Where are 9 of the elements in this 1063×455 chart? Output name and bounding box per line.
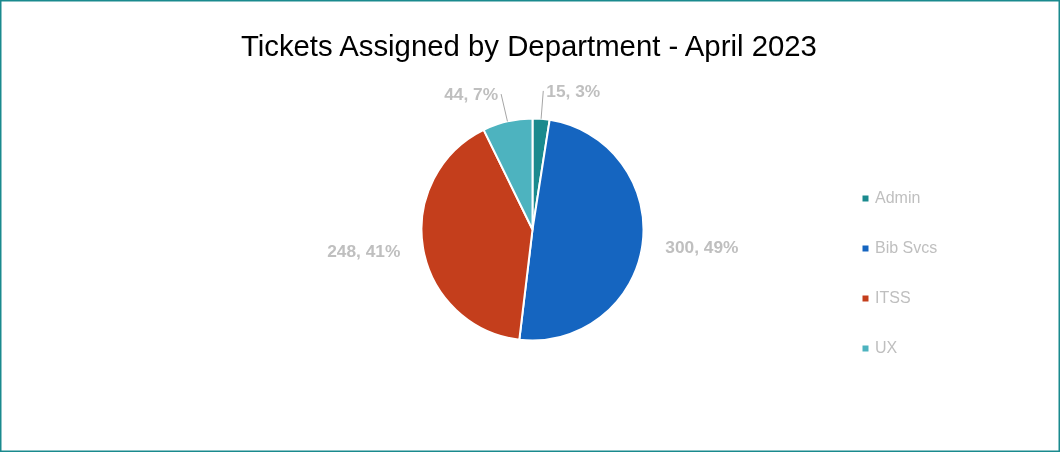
data-label: 300, 49%	[665, 237, 739, 258]
data-label: 44, 7%	[444, 84, 499, 105]
data-label: 15, 3%	[546, 80, 601, 101]
legend-label: Admin	[875, 189, 921, 207]
chart-title: Tickets Assigned by Department - April 2023	[240, 29, 817, 62]
legend-label: Bib Svcs	[875, 239, 938, 257]
legend-label: UX	[875, 339, 898, 357]
legend-label: ITSS	[875, 289, 911, 307]
data-label: 248, 41%	[327, 241, 401, 262]
